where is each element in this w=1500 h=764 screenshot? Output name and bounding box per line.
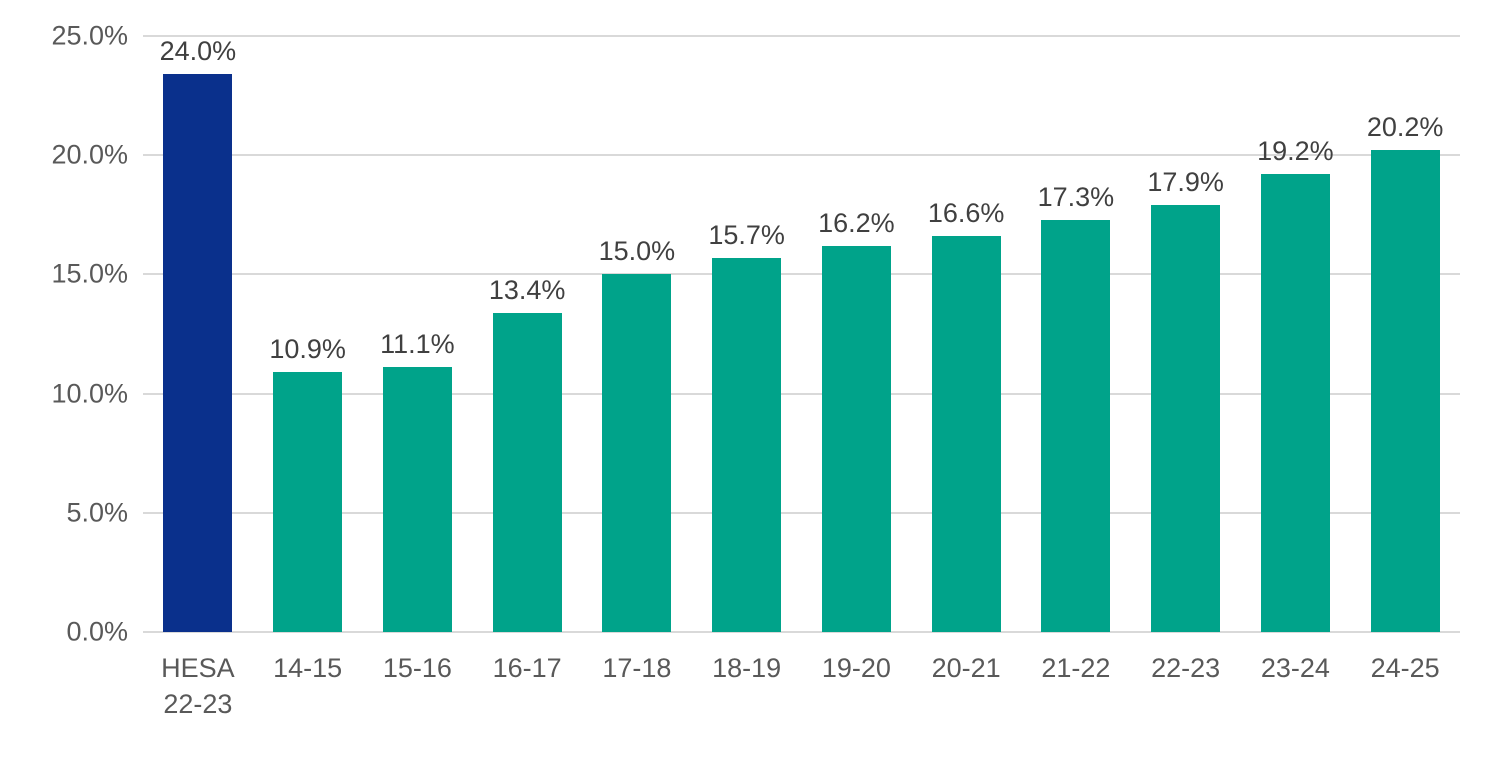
bar (1041, 219, 1111, 632)
y-axis-tick-label: 20.0% (51, 139, 128, 170)
y-axis: 0.0% 5.0% 10.0% 15.0% 20.0% 25.0% (0, 21, 128, 647)
x-axis-category-label: 21-22 (1041, 653, 1111, 683)
gridline (143, 631, 1460, 633)
y-axis-tick-label: 25.0% (51, 20, 128, 51)
y-axis-tick-label: 5.0% (66, 497, 128, 528)
x-axis-category-label: 14-15 (273, 653, 343, 683)
bar-column: 16.6% (911, 36, 1021, 632)
x-axis-category-label: 18-19 (712, 653, 782, 683)
bar-value-label: 10.9% (269, 334, 346, 365)
bar-column: 24.0% (143, 36, 253, 632)
x-axis-category-label: 17-18 (602, 653, 672, 683)
x-axis-category-label: HESA 22-23 (161, 653, 235, 719)
bar-column: 19.2% (1241, 36, 1351, 632)
bar-column: 15.0% (582, 36, 692, 632)
y-axis-tick-label: 10.0% (51, 378, 128, 409)
gridline (143, 392, 1460, 395)
bar (163, 74, 233, 632)
x-axis-category-label: 16-17 (492, 653, 562, 683)
bar-column: 15.7% (692, 36, 802, 632)
bar (1260, 174, 1330, 632)
bar (1151, 205, 1221, 632)
bar-column: 16.2% (802, 36, 912, 632)
bar-column: 17.3% (1021, 36, 1131, 632)
gridline (143, 154, 1460, 157)
x-axis-category-label: 23-24 (1260, 653, 1330, 683)
bar (712, 257, 782, 632)
x-axis-category-label: 19-20 (821, 653, 891, 683)
y-axis-tick-label: 15.0% (51, 258, 128, 289)
bar-value-label: 19.2% (1257, 136, 1334, 167)
x-axis-category-label: 24-25 (1370, 653, 1440, 683)
x-axis-category-label: 15-16 (382, 653, 452, 683)
bar-value-label: 24.0% (159, 36, 237, 66)
bar-value-label: 13.4% (488, 274, 566, 305)
bar-column: 20.2% (1350, 36, 1460, 632)
gridline (143, 511, 1460, 514)
bar-column: 10.9% (253, 36, 363, 632)
x-axis: HESA 22-23 14-15 15-16 16-17 17-18 18-19 19-20… (143, 650, 1460, 722)
bar-value-label: 15.7% (708, 219, 785, 250)
bar (602, 274, 672, 632)
bar-value-label: 20.2% (1366, 112, 1444, 143)
bar (821, 245, 891, 632)
bar (931, 236, 1001, 632)
bar-column: 11.1% (363, 36, 473, 632)
bar-value-label: 17.3% (1037, 181, 1115, 212)
bar-column: 17.9% (1131, 36, 1241, 632)
bar-value-label: 16.2% (818, 207, 895, 238)
bar-value-label: 11.1% (380, 329, 455, 360)
bar-value-label: 17.9% (1147, 167, 1224, 198)
bar (273, 372, 343, 632)
bars-row: 24.0% 10.9% 11.1% 13.4% 15.0% 15.7% 16.2% 16.6%… (143, 36, 1460, 632)
bar (382, 367, 452, 632)
x-axis-category-label: 20-21 (931, 653, 1001, 683)
bar-value-label: 15.0% (598, 236, 676, 267)
bar (492, 312, 562, 632)
bar (1370, 150, 1440, 632)
bar-value-label: 16.6% (927, 198, 1005, 229)
plot-area: 24.0% 10.9% 11.1% 13.4% 15.0% 15.7% 16.2% 16.6%… (143, 35, 1460, 633)
gridline (143, 35, 1460, 37)
gridline (143, 273, 1460, 276)
y-axis-tick-label: 0.0% (66, 616, 128, 647)
x-axis-category-label: 22-23 (1151, 653, 1221, 683)
bar-column: 13.4% (472, 36, 582, 632)
